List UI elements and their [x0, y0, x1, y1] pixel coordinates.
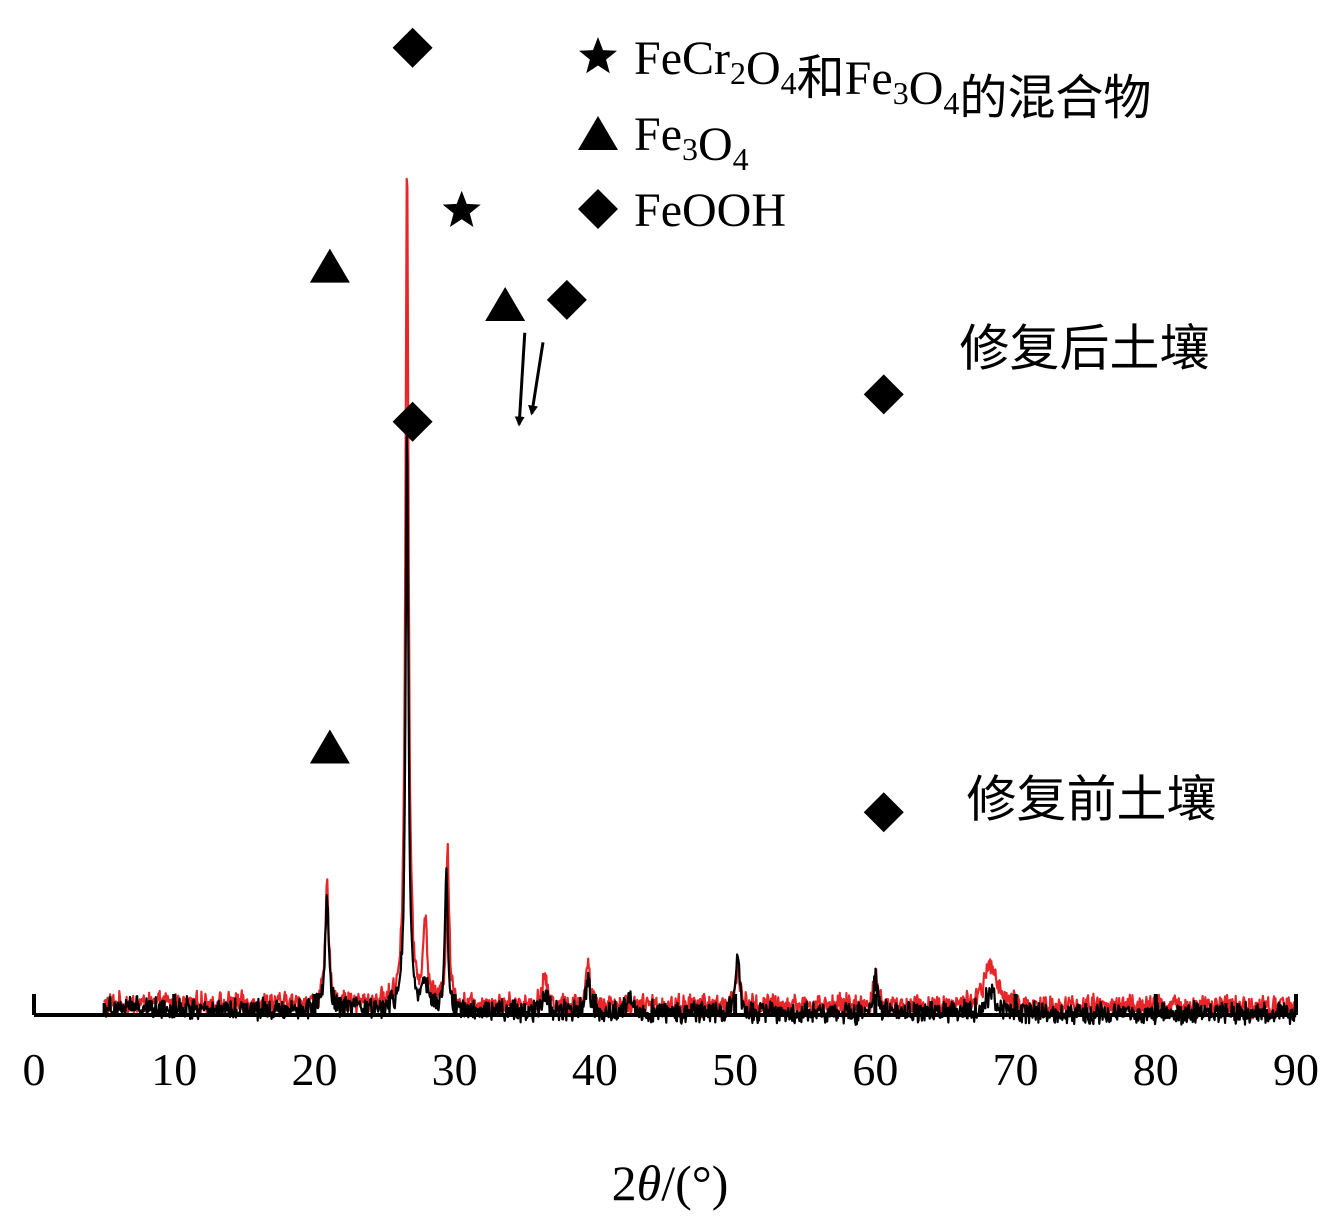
diamond-marker-icon [863, 792, 904, 833]
legend-diamond-icon [578, 189, 618, 229]
plot-area [103, 177, 1298, 1026]
x-tick-label: 20 [291, 1044, 337, 1095]
legend-triangle-icon [578, 116, 618, 150]
triangle-marker-icon [309, 248, 350, 283]
arrow-icon [528, 342, 545, 416]
series-label: 修复后土壤 [959, 320, 1209, 378]
diamond-marker-icon [863, 374, 904, 415]
series-line-after-remediation [103, 177, 1298, 1020]
triangle-marker-icon [485, 286, 526, 321]
x-tick-label: 40 [572, 1044, 618, 1095]
legend-label: Fe3O4 [634, 108, 749, 177]
x-tick-label: 30 [432, 1044, 478, 1095]
legend-label: FeCr2O4和Fe3O4的混合物 [634, 32, 1151, 125]
triangle-marker-icon [309, 729, 350, 764]
x-axis-title: 2θ/(°) [612, 1155, 729, 1211]
diamond-marker-icon [392, 27, 433, 68]
x-tick-label: 70 [993, 1044, 1039, 1095]
arrow-icon [514, 332, 527, 427]
diamond-marker-icon [392, 401, 433, 442]
diamond-marker-icon [546, 279, 587, 320]
x-tick-label: 10 [151, 1044, 197, 1095]
x-axis: 0 10 20 30 40 50 60 70 80 90 [23, 994, 1319, 1095]
series-line-before-remediation [103, 435, 1298, 1026]
series-label: 修复前土壤 [966, 770, 1216, 828]
x-tick-label: 90 [1273, 1044, 1319, 1095]
legend-label: FeOOH [634, 184, 786, 237]
x-tick-label: 50 [712, 1044, 758, 1095]
x-tick-label: 80 [1133, 1044, 1179, 1095]
x-tick-label: 0 [23, 1044, 46, 1095]
x-tick-label: 60 [852, 1044, 898, 1095]
legend-star-icon [579, 37, 617, 74]
star-marker-icon [442, 190, 481, 227]
